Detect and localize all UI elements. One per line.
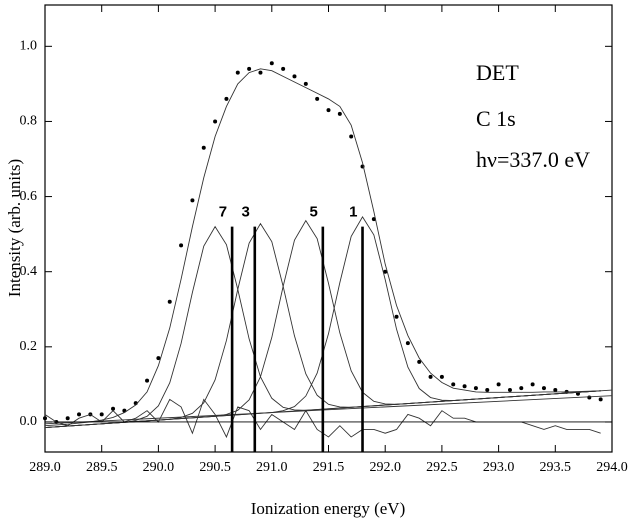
x-tick-label: 293.0 (483, 460, 515, 475)
peak-label: 1 (349, 204, 357, 221)
data-point (599, 397, 603, 401)
data-point (292, 74, 296, 78)
data-point (395, 315, 399, 319)
peak-label: 3 (241, 204, 249, 221)
x-tick-label: 292.0 (369, 460, 401, 475)
data-point (338, 112, 342, 116)
data-point (236, 71, 240, 75)
data-point (190, 198, 194, 202)
data-point (66, 416, 70, 420)
x-tick-label: 289.0 (29, 460, 61, 475)
annotation: C 1s (476, 106, 516, 131)
data-point (508, 388, 512, 392)
y-tick-label: 0.4 (20, 264, 38, 279)
data-point (145, 379, 149, 383)
data-point (258, 71, 262, 75)
data-point (349, 134, 353, 138)
data-point (168, 300, 172, 304)
peak-label: 7 (219, 204, 227, 221)
y-tick-label: 0.0 (20, 414, 38, 429)
data-point (213, 119, 217, 123)
data-point (247, 67, 251, 71)
data-point (179, 243, 183, 247)
x-tick-label: 289.5 (86, 460, 118, 475)
data-point (440, 375, 444, 379)
y-tick-label: 1.0 (20, 39, 38, 54)
data-point (497, 382, 501, 386)
data-point (451, 382, 455, 386)
x-tick-label: 293.5 (540, 460, 572, 475)
plot-frame (45, 5, 612, 452)
data-point (100, 412, 104, 416)
data-point (519, 386, 523, 390)
peak-label: 5 (309, 204, 317, 221)
data-point (587, 396, 591, 400)
data-point (281, 67, 285, 71)
data-point (553, 388, 557, 392)
data-point (270, 61, 274, 65)
x-tick-label: 291.5 (313, 460, 345, 475)
data-point (224, 97, 228, 101)
x-tick-label: 292.5 (426, 460, 458, 475)
data-point (304, 82, 308, 86)
data-point (474, 386, 478, 390)
x-tick-label: 290.5 (199, 460, 231, 475)
x-axis-label: Ionization energy (eV) (251, 499, 406, 518)
curve (45, 396, 612, 424)
x-tick-label: 290.0 (143, 460, 175, 475)
data-point (485, 388, 489, 392)
data-point (315, 97, 319, 101)
annotation: DET (476, 60, 519, 85)
data-point (429, 375, 433, 379)
data-point (77, 412, 81, 416)
data-point (327, 108, 331, 112)
annotation: hν=337.0 eV (476, 147, 590, 172)
data-point (43, 416, 47, 420)
data-point (202, 146, 206, 150)
data-point (406, 341, 410, 345)
data-point (531, 382, 535, 386)
x-tick-label: 291.0 (256, 460, 288, 475)
data-point (463, 384, 467, 388)
x-tick-label: 294.0 (596, 460, 628, 475)
y-tick-label: 0.2 (20, 339, 38, 354)
data-point (542, 386, 546, 390)
y-tick-label: 0.6 (20, 189, 38, 204)
y-tick-label: 0.8 (20, 114, 38, 129)
